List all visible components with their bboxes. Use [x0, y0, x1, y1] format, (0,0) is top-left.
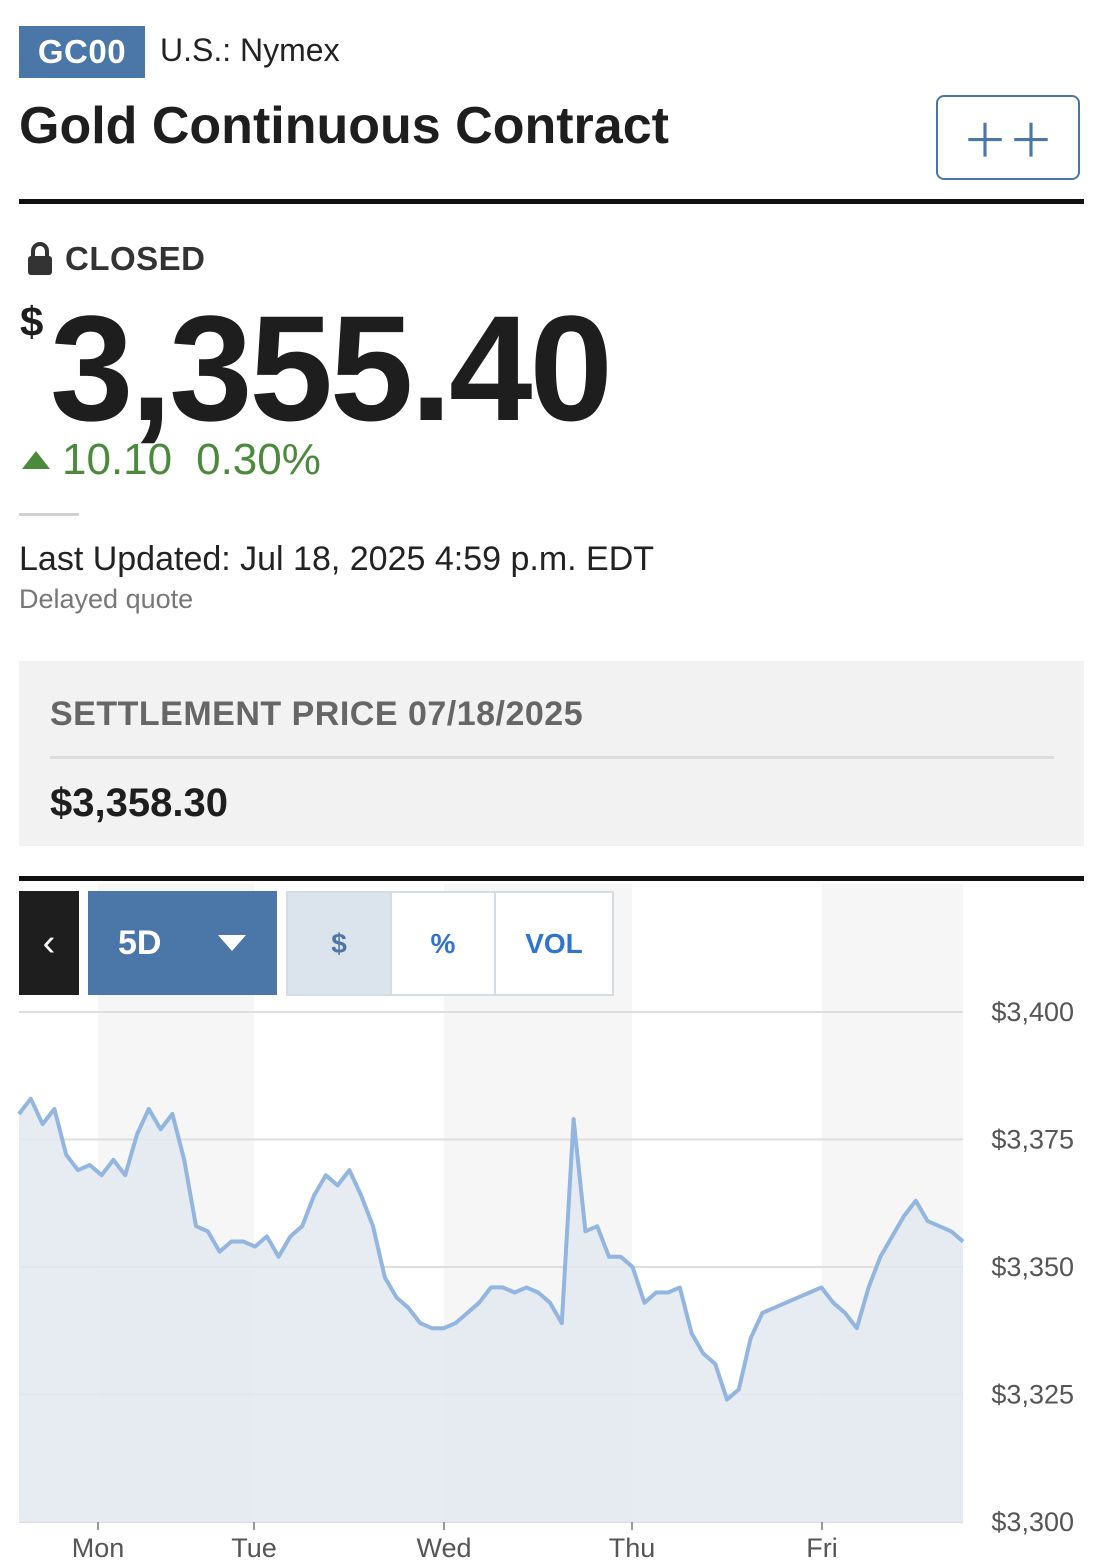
x-tick-label: Wed: [416, 1533, 471, 1563]
x-tick-label: Tue: [231, 1533, 277, 1563]
last-updated-timestamp: Last Updated: Jul 18, 2025 4:59 p.m. EDT: [19, 540, 655, 578]
header-divider: [19, 199, 1084, 204]
divider: [19, 513, 79, 516]
chevron-down-icon: [218, 935, 246, 951]
price-line: [17, 1096, 965, 1402]
change-points: 10.10: [62, 435, 173, 484]
change-percent: 0.30%: [196, 435, 321, 484]
price-area-fill: [19, 1098, 963, 1522]
add-to-watchlist-button[interactable]: ＋＋: [936, 95, 1080, 180]
y-tick-label: $3,300: [991, 1507, 1074, 1537]
delayed-quote-note: Delayed quote: [19, 584, 194, 614]
mode-percent-button[interactable]: %: [390, 893, 494, 994]
chevron-left-icon: ‹: [42, 921, 56, 964]
chart-back-button[interactable]: ‹: [19, 891, 79, 995]
up-triangle-icon: [22, 451, 50, 469]
settlement-value: $3,358.30: [50, 781, 228, 825]
market-status: CLOSED: [27, 240, 206, 278]
price-change: 10.10 0.30%: [20, 435, 321, 485]
x-tick-label: Thu: [609, 1533, 656, 1563]
y-tick-label: $3,375: [991, 1125, 1074, 1155]
currency-symbol: $: [20, 298, 44, 345]
ticker-badge: GC00: [19, 26, 145, 78]
x-tick-label: Fri: [806, 1533, 837, 1563]
mode-volume-button[interactable]: VOL: [494, 893, 612, 994]
y-tick-label: $3,400: [991, 997, 1074, 1027]
y-tick-label: $3,325: [991, 1380, 1074, 1410]
settlement-panel: [19, 661, 1084, 846]
page-title: Gold Continuous Contract: [19, 97, 669, 155]
market-status-label: CLOSED: [65, 240, 206, 277]
range-dropdown[interactable]: 5D: [88, 891, 277, 995]
plus-plus-icon: ＋＋: [962, 114, 1054, 167]
chart-divider: [19, 876, 1084, 881]
x-tick-label: Mon: [72, 1533, 125, 1563]
range-label: 5D: [118, 923, 162, 962]
y-tick-label: $3,350: [991, 1252, 1074, 1282]
lock-icon: [28, 242, 52, 275]
last-price: 3,355.40: [50, 284, 613, 452]
mode-dollar-button[interactable]: $: [288, 893, 390, 994]
exchange-label: U.S.: Nymex: [160, 32, 340, 68]
chart-mode-toggle: $ % VOL: [286, 891, 614, 996]
settlement-title: SETTLEMENT PRICE 07/18/2025: [50, 695, 584, 733]
settlement-divider: [50, 756, 1054, 759]
